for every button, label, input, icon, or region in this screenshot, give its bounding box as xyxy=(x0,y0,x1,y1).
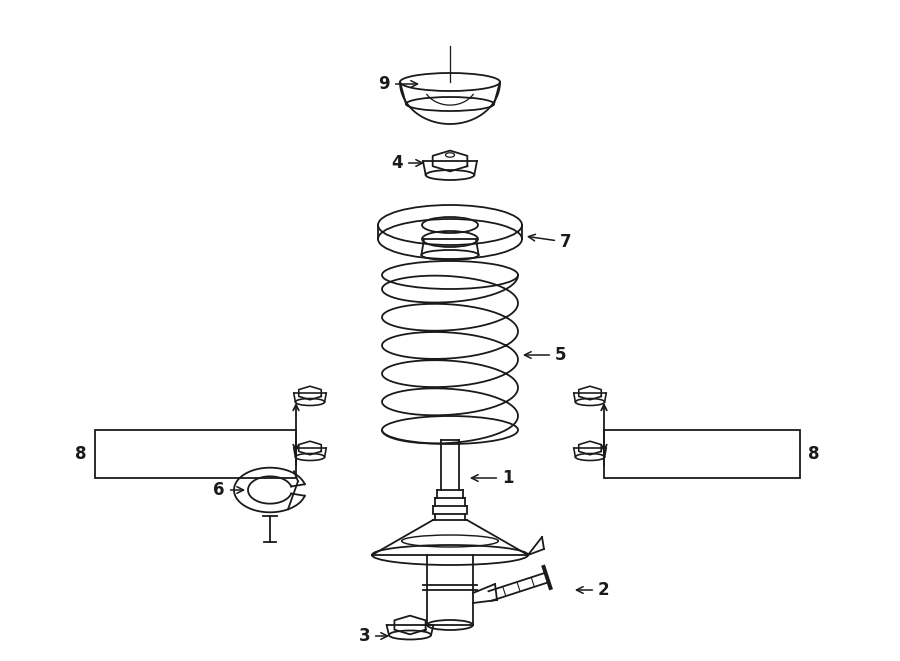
Text: 4: 4 xyxy=(392,154,422,172)
Text: 8: 8 xyxy=(808,445,820,463)
Text: 2: 2 xyxy=(577,581,609,599)
Text: 6: 6 xyxy=(213,481,244,499)
Text: 3: 3 xyxy=(358,627,388,645)
Text: 1: 1 xyxy=(472,469,514,487)
Text: 9: 9 xyxy=(378,75,418,93)
Text: 5: 5 xyxy=(525,346,566,364)
Bar xyxy=(604,430,800,478)
Text: 7: 7 xyxy=(528,233,572,251)
Text: 8: 8 xyxy=(76,445,87,463)
Bar xyxy=(95,430,296,478)
